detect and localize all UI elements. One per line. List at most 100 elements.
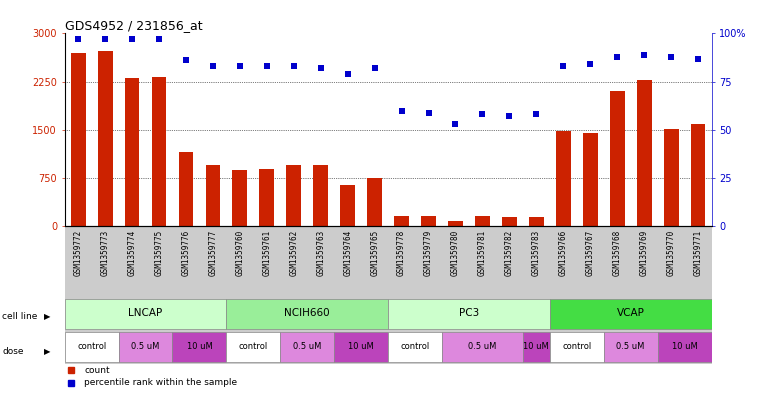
Bar [280, 332, 334, 362]
Bar [368, 178, 382, 226]
Bar [71, 53, 85, 226]
Text: GSM1359772: GSM1359772 [74, 230, 83, 276]
Bar [119, 332, 173, 362]
Text: NCIH660: NCIH660 [285, 309, 330, 318]
Point [530, 111, 543, 118]
Point [665, 53, 677, 60]
Bar [179, 152, 193, 226]
Bar [205, 165, 221, 226]
Text: GSM1359774: GSM1359774 [128, 230, 136, 276]
Bar [227, 299, 388, 329]
Text: GSM1359783: GSM1359783 [532, 230, 541, 276]
Bar [475, 215, 490, 226]
Text: GSM1359781: GSM1359781 [478, 230, 487, 276]
Text: GSM1359770: GSM1359770 [667, 230, 676, 276]
Text: GSM1359760: GSM1359760 [235, 230, 244, 276]
Bar [421, 216, 436, 226]
Point [396, 108, 408, 114]
Text: GSM1359777: GSM1359777 [209, 230, 218, 276]
Bar [658, 332, 712, 362]
Bar [388, 332, 442, 362]
Text: GSM1359775: GSM1359775 [154, 230, 164, 276]
Text: GSM1359767: GSM1359767 [586, 230, 595, 276]
Point [342, 71, 354, 77]
Text: LNCAP: LNCAP [129, 309, 163, 318]
Bar [394, 215, 409, 226]
Text: count: count [84, 365, 110, 375]
Point [422, 109, 435, 116]
Text: GSM1359780: GSM1359780 [451, 230, 460, 276]
Text: control: control [239, 342, 268, 351]
Bar [502, 217, 517, 226]
Bar [442, 332, 523, 362]
Bar [173, 332, 227, 362]
Bar [227, 332, 280, 362]
Point [72, 36, 84, 42]
Point [692, 55, 704, 62]
Point [99, 36, 111, 42]
Bar [334, 332, 388, 362]
Text: GSM1359765: GSM1359765 [370, 230, 379, 276]
Bar [125, 79, 139, 226]
Text: GSM1359779: GSM1359779 [424, 230, 433, 276]
Bar [610, 91, 625, 226]
Text: 0.5 uM: 0.5 uM [132, 342, 160, 351]
Text: GSM1359771: GSM1359771 [693, 230, 702, 276]
Text: 0.5 uM: 0.5 uM [616, 342, 645, 351]
Text: control: control [562, 342, 591, 351]
Text: GSM1359782: GSM1359782 [505, 230, 514, 276]
Bar [448, 221, 463, 226]
Bar [603, 332, 658, 362]
Bar [260, 169, 274, 226]
Point [180, 57, 192, 64]
Text: GSM1359761: GSM1359761 [263, 230, 272, 276]
Point [288, 63, 300, 70]
Text: VCAP: VCAP [616, 309, 645, 318]
Bar [523, 332, 550, 362]
Bar [232, 170, 247, 226]
Bar [340, 185, 355, 226]
Point [611, 53, 623, 60]
Text: GSM1359769: GSM1359769 [640, 230, 648, 276]
Text: GDS4952 / 231856_at: GDS4952 / 231856_at [65, 19, 202, 32]
Point [450, 121, 462, 127]
Point [638, 51, 650, 58]
Text: 10 uM: 10 uM [672, 342, 698, 351]
Text: GSM1359764: GSM1359764 [343, 230, 352, 276]
Bar [550, 299, 712, 329]
Bar [550, 332, 603, 362]
Text: GSM1359766: GSM1359766 [559, 230, 568, 276]
Point [368, 65, 380, 71]
Point [503, 113, 515, 119]
Bar [529, 217, 544, 226]
Text: 0.5 uM: 0.5 uM [293, 342, 321, 351]
Text: GSM1359768: GSM1359768 [613, 230, 622, 276]
Text: 10 uM: 10 uM [186, 342, 212, 351]
Bar [637, 81, 651, 226]
Point [261, 63, 273, 70]
Text: ▶: ▶ [44, 347, 51, 356]
Point [557, 63, 569, 70]
Bar [388, 299, 550, 329]
Bar [664, 129, 679, 226]
Text: GSM1359773: GSM1359773 [100, 230, 110, 276]
Bar [314, 165, 328, 226]
Point [126, 36, 139, 42]
Text: control: control [400, 342, 430, 351]
Bar [151, 77, 167, 226]
Bar [97, 51, 113, 226]
Text: GSM1359778: GSM1359778 [397, 230, 406, 276]
Bar [556, 130, 571, 226]
Point [153, 36, 165, 42]
Text: 10 uM: 10 uM [349, 342, 374, 351]
Bar [691, 123, 705, 226]
Bar [65, 299, 227, 329]
Text: dose: dose [2, 347, 24, 356]
Point [234, 63, 246, 70]
Bar [583, 133, 597, 226]
Bar [286, 165, 301, 226]
Text: 0.5 uM: 0.5 uM [468, 342, 497, 351]
Text: cell line: cell line [2, 312, 37, 321]
Text: percentile rank within the sample: percentile rank within the sample [84, 378, 237, 387]
Text: control: control [77, 342, 107, 351]
